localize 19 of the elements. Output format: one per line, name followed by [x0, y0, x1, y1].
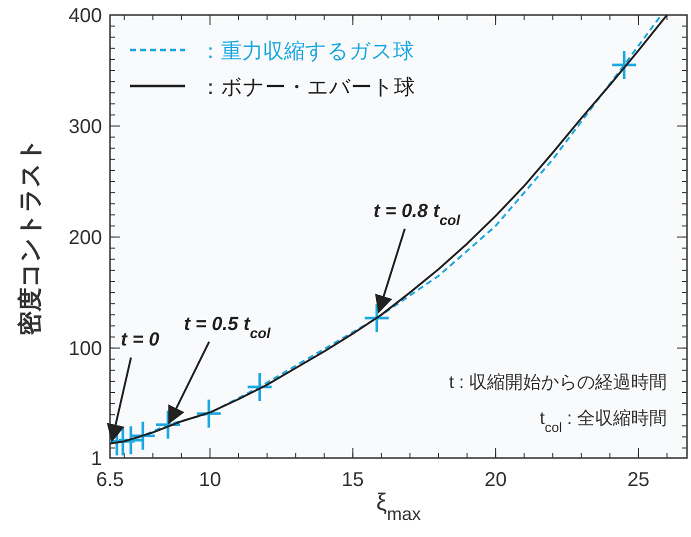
annotation: t : 収縮開始からの経過時間 [448, 372, 667, 392]
y-tick-label: 200 [68, 227, 102, 250]
x-tick-label: 6.5 [96, 469, 124, 491]
x-tick-label: 20 [484, 469, 507, 491]
x-axis-title: ξ$_{max}$ [376, 489, 421, 524]
legend-label: ：ボナー・エバート球 [200, 76, 415, 99]
x-tick-label: 15 [342, 469, 364, 491]
annotation: t = 0.5 t$_{col}$ [184, 314, 272, 342]
annotation: t = 0 [120, 330, 160, 351]
y-tick-label: 400 [68, 5, 102, 27]
x-tick-label: 10 [198, 469, 222, 491]
y-tick-label: 100 [68, 338, 102, 360]
legend-label: ：重力収縮するガス球 [200, 40, 414, 63]
y-tick-label: 1 [90, 448, 102, 470]
annotation: t$_{col}$ : 全収縮時間 [540, 408, 667, 434]
y-axis-title: 密度コントラスト [17, 138, 44, 336]
y-tick-label: 300 [68, 116, 102, 138]
annotation: t = 0.8 t$_{col}$ [373, 200, 462, 229]
x-tick-label: 25 [627, 469, 650, 491]
